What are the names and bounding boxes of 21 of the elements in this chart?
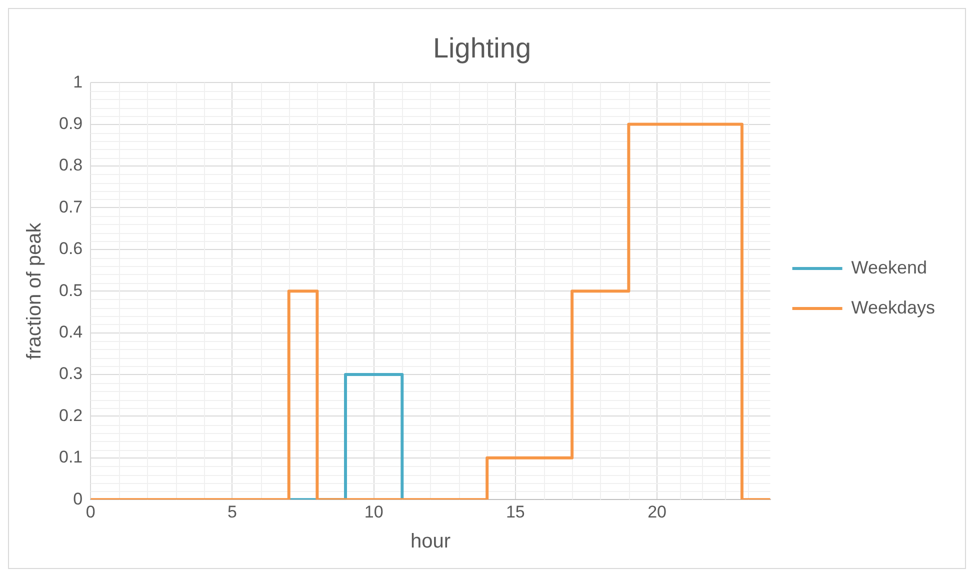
y-axis-title: fraction of peak bbox=[24, 222, 46, 360]
x-tick-label: 5 bbox=[227, 502, 237, 522]
x-axis-title: hour bbox=[410, 530, 451, 553]
x-tick-label: 20 bbox=[648, 502, 666, 522]
y-tick-label: 0.3 bbox=[58, 364, 83, 384]
legend-label: Weekend bbox=[851, 257, 928, 278]
y-tick-label: 1 bbox=[73, 72, 83, 92]
x-tick-label: 10 bbox=[364, 502, 384, 522]
y-tick-label: 0.7 bbox=[58, 197, 83, 216]
y-tick-label: 0.2 bbox=[58, 406, 83, 425]
y-tick-label: 0 bbox=[73, 489, 83, 508]
y-tick-label: 0.6 bbox=[58, 239, 83, 258]
x-tick-label: 0 bbox=[86, 502, 96, 522]
y-tick-label: 0.9 bbox=[58, 114, 83, 133]
chart-title: Lighting bbox=[432, 32, 532, 64]
y-tick-label: 0.4 bbox=[58, 322, 83, 342]
x-tick-label: 15 bbox=[506, 502, 525, 522]
legend-label: Weekdays bbox=[851, 297, 936, 318]
y-tick-label: 0.1 bbox=[58, 448, 83, 467]
y-tick-label: 0.5 bbox=[58, 280, 83, 300]
y-tick-label: 0.8 bbox=[58, 156, 83, 175]
